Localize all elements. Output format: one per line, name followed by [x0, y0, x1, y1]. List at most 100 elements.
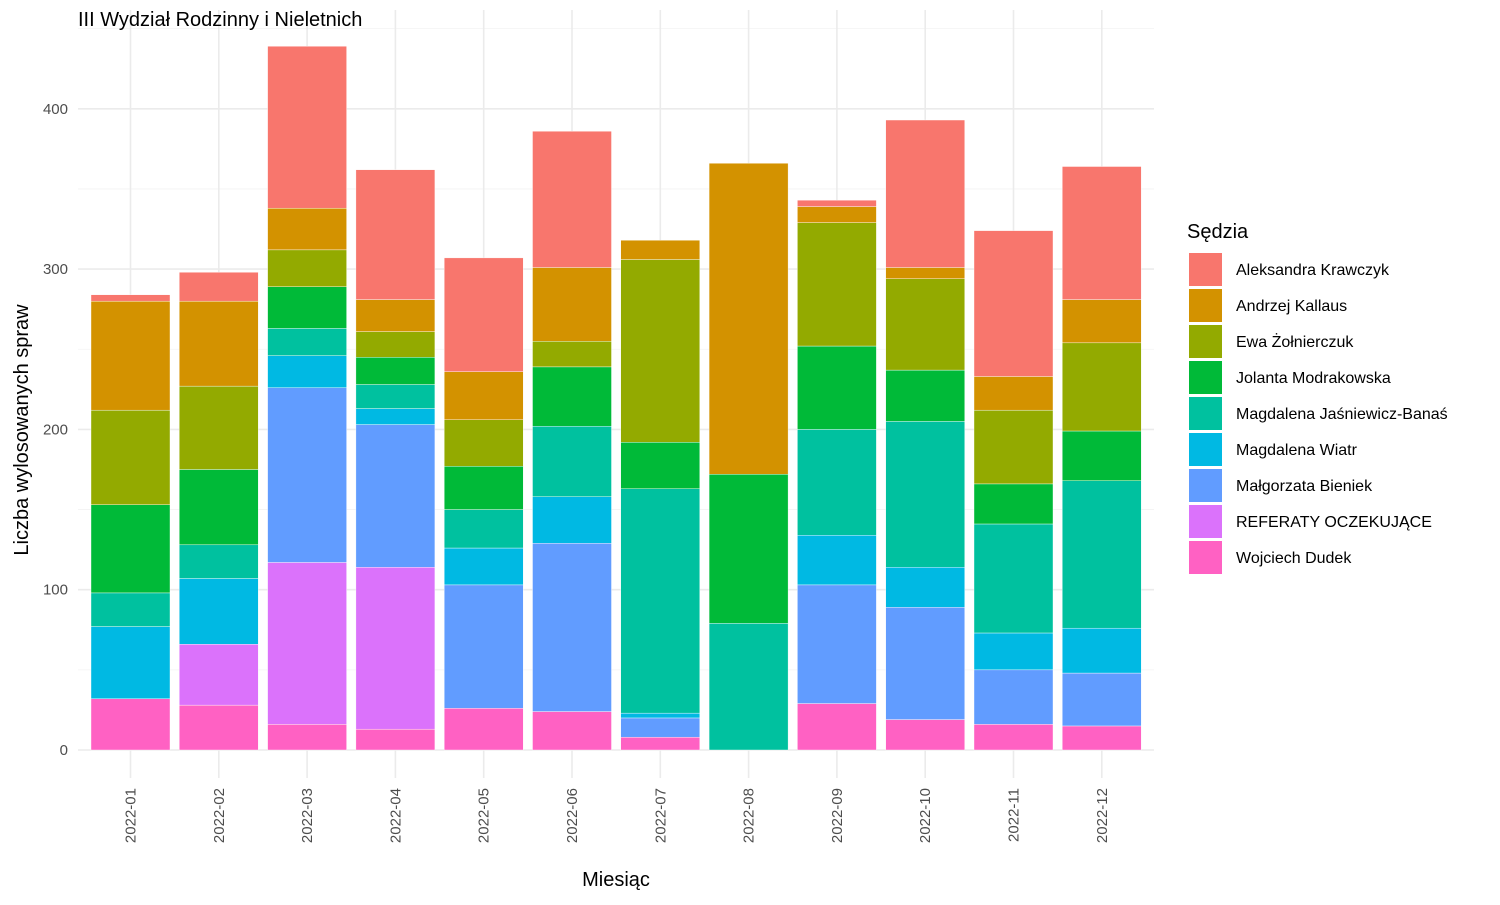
bar-segment	[1062, 480, 1142, 629]
legend-label: Małgorzata Bieniek	[1236, 478, 1373, 495]
bar-segment	[444, 547, 524, 586]
bar-segment	[797, 199, 877, 207]
x-tick-label: 2022-05	[476, 788, 493, 843]
bar-segment	[355, 169, 436, 300]
bar-segment	[885, 119, 965, 268]
y-tick-label: 300	[43, 261, 68, 278]
bar-segment	[885, 267, 965, 279]
legend-label: Ewa Żołnierczuk	[1236, 332, 1354, 351]
bar-segment	[708, 623, 789, 751]
bar-segment	[179, 272, 259, 302]
bar-segment	[973, 376, 1054, 411]
bar-segment	[444, 466, 524, 510]
bar-segment	[90, 504, 171, 594]
x-axis-title: Miesiąc	[582, 869, 650, 891]
bar-segment	[532, 425, 612, 497]
bar-segment	[885, 369, 965, 422]
bar-segment	[444, 584, 524, 709]
bar-segment	[532, 131, 612, 268]
legend-label: Jolanta Modrakowska	[1236, 370, 1391, 387]
bar-segment	[444, 708, 524, 751]
bar-segment	[267, 562, 347, 725]
bar-segment	[532, 341, 612, 368]
bar-segment	[179, 385, 259, 470]
y-tick-label: 0	[60, 742, 68, 759]
bar-segment	[355, 567, 436, 730]
bar-segment	[355, 384, 436, 409]
bar-segment	[355, 424, 436, 568]
bar-segment	[355, 357, 436, 385]
bar-segment	[797, 429, 877, 536]
x-tick-label: 2022-03	[299, 788, 316, 843]
bar-segment	[90, 294, 171, 302]
bar-segment	[797, 534, 877, 586]
bar-segment	[90, 592, 171, 627]
bar-segment	[620, 488, 700, 714]
x-tick-label: 2022-08	[741, 788, 758, 843]
legend-key	[1189, 289, 1222, 322]
bar-segment	[90, 698, 171, 751]
legend-key	[1189, 361, 1222, 394]
y-tick-label: 200	[43, 421, 68, 438]
legend-label: Andrzej Kallaus	[1236, 298, 1347, 315]
bar-segment	[267, 249, 347, 287]
bars	[90, 46, 1142, 751]
x-axis-ticks: 2022-01 2022-02 2022-03 2022-04 2022-05 2022-…	[123, 788, 1111, 843]
bar-segment	[532, 711, 612, 751]
bar-segment	[620, 240, 700, 260]
legend-key	[1189, 325, 1222, 358]
legend-key	[1189, 253, 1222, 286]
x-tick-label: 2022-06	[564, 788, 581, 843]
bar-segment	[267, 46, 347, 209]
bar-segment	[973, 230, 1054, 377]
bar-segment	[267, 328, 347, 356]
y-axis-title: Liczba wylosowanych spraw	[11, 304, 33, 556]
bar-segment	[267, 724, 347, 751]
x-tick-label: 2022-01	[123, 788, 140, 843]
x-tick-label: 2022-10	[917, 788, 934, 843]
bar-segment	[620, 717, 700, 738]
legend-key	[1189, 469, 1222, 502]
y-tick-label: 100	[43, 582, 68, 599]
bar-segment	[973, 483, 1054, 525]
bar-segment	[973, 523, 1054, 634]
bar-segment	[532, 543, 612, 712]
bar-segment	[885, 607, 965, 720]
bar-segment	[885, 278, 965, 371]
bar-segment	[267, 387, 347, 563]
legend: Sędzia Aleksandra Krawczyk Andrzej Kallau…	[1187, 221, 1448, 574]
bar-segment	[355, 299, 436, 332]
bar-segment	[1062, 166, 1142, 300]
bar-segment	[267, 355, 347, 388]
bar-segment	[179, 300, 259, 387]
x-tick-label: 2022-09	[829, 788, 846, 843]
bar-segment	[973, 632, 1054, 671]
bar-segment	[620, 442, 700, 489]
bar-segment	[532, 366, 612, 427]
bar-segment	[179, 578, 259, 645]
bar-segment	[444, 419, 524, 467]
bar-segment	[620, 712, 700, 719]
x-tick-label: 2022-04	[387, 788, 404, 843]
bar-segment	[267, 286, 347, 329]
bar-segment	[797, 584, 877, 704]
legend-key	[1189, 397, 1222, 430]
bar-segment	[797, 345, 877, 430]
bar-segment	[620, 259, 700, 443]
bar-segment	[797, 206, 877, 223]
bar-segment	[532, 267, 612, 342]
legend-key	[1189, 505, 1222, 538]
bar-segment	[267, 207, 347, 251]
bar-segment	[1062, 299, 1142, 344]
y-tick-label: 400	[43, 101, 68, 118]
bar-segment	[90, 300, 171, 411]
bar-segment	[444, 371, 524, 420]
legend-title: Sędzia	[1187, 221, 1249, 243]
x-tick-label: 2022-02	[211, 788, 228, 843]
bar-segment	[179, 469, 259, 546]
x-tick-label: 2022-11	[1006, 788, 1023, 842]
bar-segment	[885, 421, 965, 568]
legend-key	[1189, 433, 1222, 466]
